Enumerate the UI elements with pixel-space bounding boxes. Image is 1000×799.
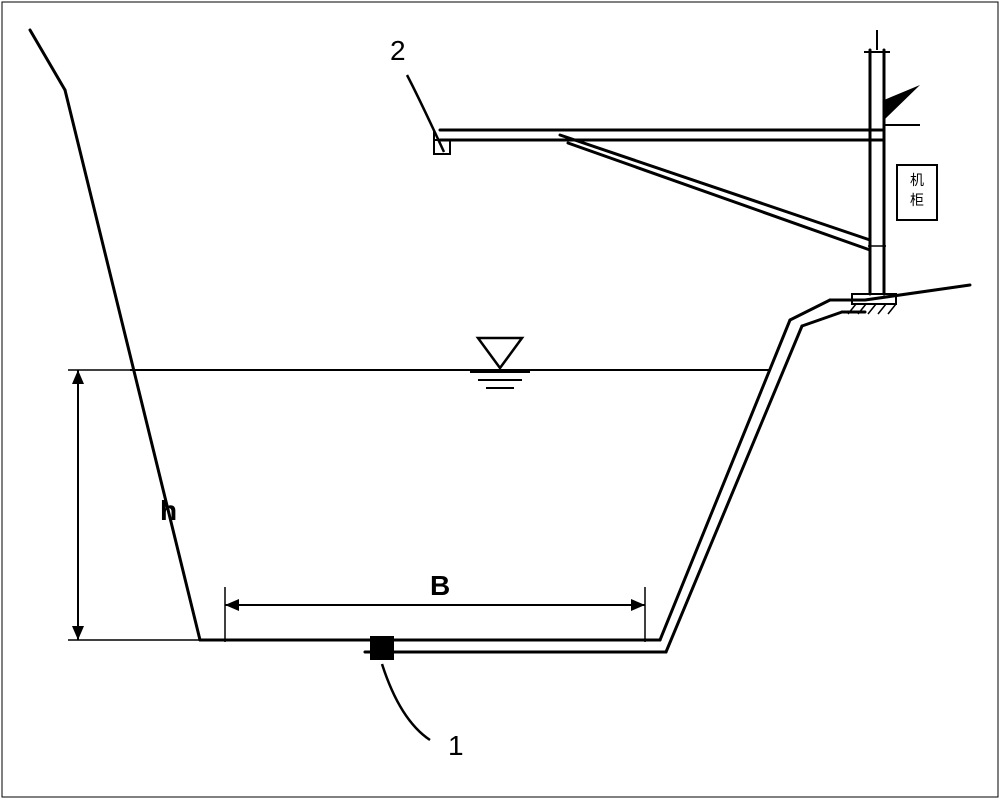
counterweight-icon xyxy=(884,85,920,120)
instrument-block xyxy=(370,636,394,660)
callout-2-leader xyxy=(407,75,444,152)
callout-1-label: 1 xyxy=(448,730,464,761)
cabinet-label: 柜 xyxy=(910,192,924,208)
cabinet-label: 机 xyxy=(910,172,924,188)
width-label: B xyxy=(430,570,450,601)
callout-2-label: 2 xyxy=(390,35,406,66)
callout-1-leader xyxy=(382,664,430,740)
frame xyxy=(2,2,998,797)
depth-label: h xyxy=(160,495,177,526)
water-level-symbol xyxy=(478,338,522,368)
cross-section-diagram: h B 机柜 1 2 xyxy=(0,0,1000,799)
